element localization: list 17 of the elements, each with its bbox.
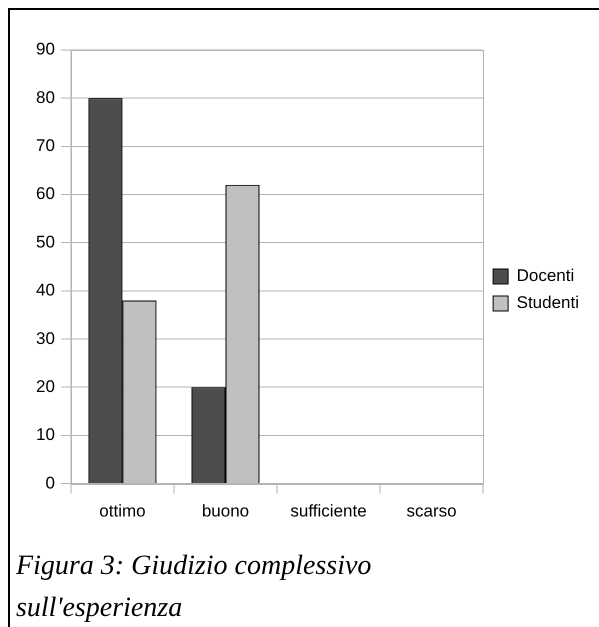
y-tick-label: 40 — [36, 280, 55, 300]
legend-label: Docenti — [516, 266, 574, 286]
x-tick-label: scarso — [406, 501, 457, 520]
y-tick-label: 70 — [36, 136, 55, 156]
y-tick-label: 80 — [36, 88, 55, 107]
text: Figura 3: Giudizio complessivo sull'esperienza — [16, 549, 372, 625]
y-tick-label: 20 — [36, 376, 55, 396]
x-tick-label: ottimo — [99, 501, 146, 520]
x-tick-label: buono — [202, 501, 250, 520]
legend-label: Studenti — [516, 293, 580, 312]
y-tick-label: 30 — [36, 328, 55, 348]
y-tick-label: 0 — [45, 473, 55, 492]
y-tick-label: 90 — [36, 40, 55, 59]
x-tick-label: sufficiente — [290, 501, 367, 520]
y-tick-label: 10 — [36, 425, 55, 444]
y-tick-label: 60 — [36, 184, 55, 204]
y-tick-label: 50 — [36, 232, 55, 252]
